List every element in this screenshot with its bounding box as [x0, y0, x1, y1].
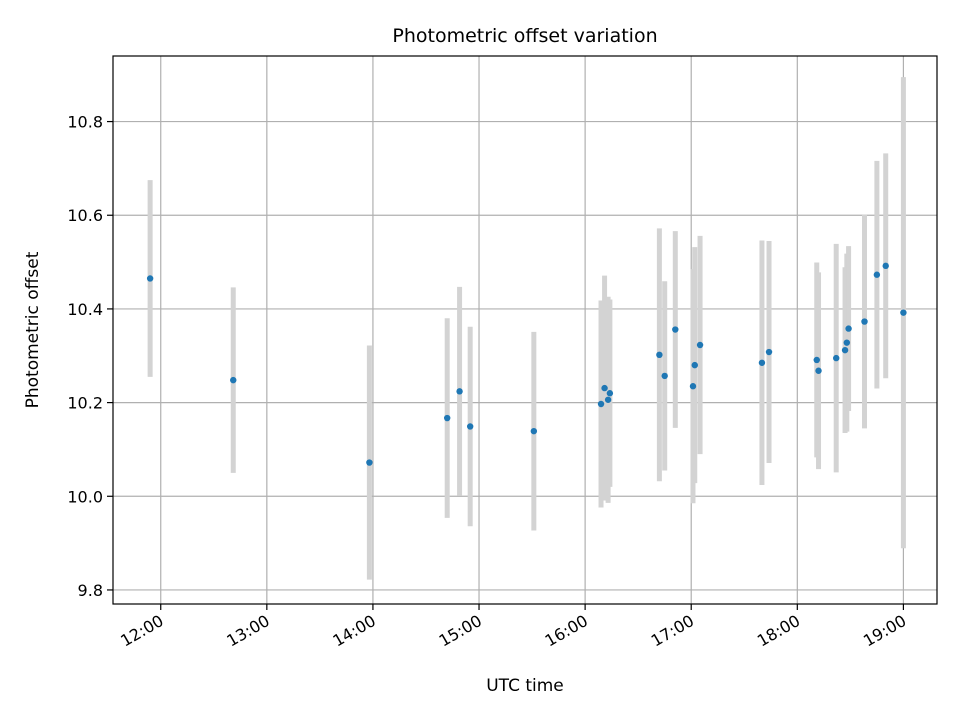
- data-point: [843, 339, 851, 346]
- y-axis-label: Photometric offset: [23, 251, 43, 408]
- data-point: [845, 325, 852, 332]
- data-point: [661, 372, 668, 380]
- data-points: [146, 262, 907, 466]
- data-point: [146, 275, 154, 282]
- data-point: [861, 318, 868, 325]
- y-tick-label: 10.0: [67, 487, 103, 506]
- data-point: [601, 384, 608, 392]
- data-point: [466, 423, 474, 430]
- data-point: [672, 326, 679, 333]
- data-point: [656, 351, 663, 359]
- data-point: [230, 376, 237, 384]
- y-tick-label: 10.2: [67, 394, 103, 413]
- data-point: [696, 341, 704, 349]
- plot-area: [113, 56, 937, 604]
- data-point: [765, 348, 773, 356]
- data-point: [758, 359, 766, 366]
- data-point: [900, 309, 907, 316]
- data-point: [366, 459, 373, 466]
- data-point: [606, 390, 614, 397]
- x-axis-label: UTC time: [486, 676, 564, 696]
- data-point: [815, 367, 822, 374]
- data-point: [882, 262, 889, 270]
- data-point: [841, 346, 849, 354]
- data-point: [813, 356, 820, 364]
- data-point: [833, 354, 840, 362]
- y-tick-label: 10.8: [67, 113, 103, 132]
- data-point: [873, 271, 881, 278]
- data-point: [597, 400, 605, 408]
- plot-frame: [112, 55, 938, 605]
- y-tick-label: 10.4: [67, 300, 103, 319]
- data-point: [689, 383, 697, 390]
- chart-title: Photometric offset variation: [392, 25, 657, 47]
- y-tick-label: 10.6: [67, 206, 103, 225]
- data-point: [691, 361, 698, 369]
- y-tick-label: 9.8: [78, 581, 103, 600]
- data-point: [443, 414, 451, 422]
- data-point: [456, 388, 463, 395]
- y-axis-ticks: 9.8 10.0 10.2 10.4 10.6 10.8: [67, 113, 113, 600]
- data-point: [604, 396, 612, 403]
- data-point: [530, 427, 538, 435]
